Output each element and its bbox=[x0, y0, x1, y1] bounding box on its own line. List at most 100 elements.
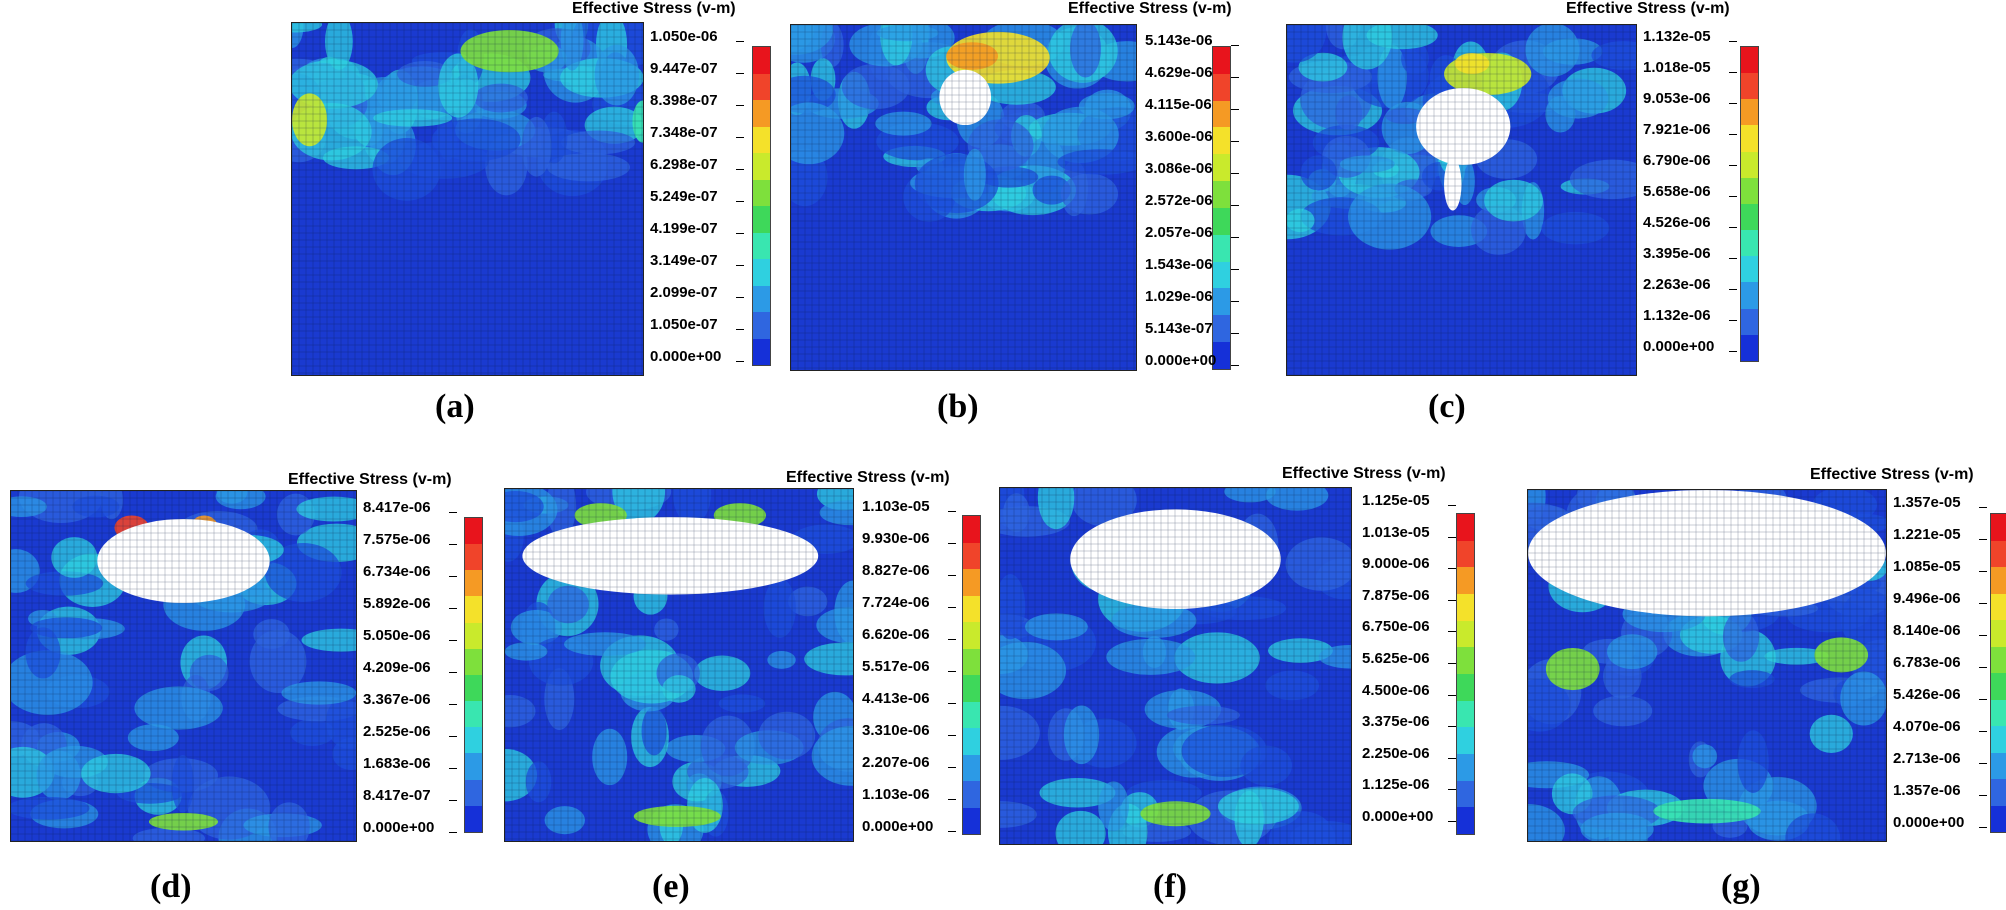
stress-blob bbox=[1055, 810, 1106, 844]
stress-hotspot bbox=[1545, 647, 1600, 691]
color-bar-tick-label: 3.367e-06 bbox=[363, 691, 431, 708]
stress-blob bbox=[1580, 812, 1654, 841]
color-bar-tick-mark bbox=[948, 703, 956, 704]
color-bar-segment bbox=[963, 675, 980, 702]
stress-blob bbox=[594, 44, 639, 106]
color-bar-segment bbox=[1457, 727, 1474, 754]
color-bar-segment bbox=[1991, 646, 2006, 673]
color-bar-tick-mark bbox=[1979, 603, 1987, 604]
color-bar-tick-mark bbox=[1448, 821, 1456, 822]
stress-blob bbox=[1545, 95, 1576, 133]
contour-field bbox=[11, 491, 356, 841]
color-bar-segment bbox=[1457, 673, 1474, 701]
color-bar-segment bbox=[753, 179, 770, 206]
stress-blob bbox=[268, 802, 310, 841]
color-bar-tick-label: 0.000e+00 bbox=[363, 819, 435, 836]
mesh-grid bbox=[1287, 25, 1636, 375]
panel-title: Effective Stress (v-m) bbox=[786, 469, 950, 486]
color-bar-tick-label: 6.734e-06 bbox=[363, 563, 431, 580]
stress-contour-plot bbox=[999, 487, 1352, 845]
color-bar-tick-mark bbox=[449, 768, 457, 769]
color-bar-segment bbox=[753, 312, 770, 339]
stress-blob bbox=[1070, 25, 1102, 78]
color-bar-segment bbox=[963, 728, 980, 755]
color-bar-tick-mark bbox=[736, 73, 744, 74]
color-bar-tick-label: 6.783e-06 bbox=[1893, 654, 1961, 671]
stress-contour-plot bbox=[1286, 24, 1637, 376]
color-bar-tick-mark bbox=[449, 544, 457, 545]
color-bar-tick-mark bbox=[1448, 694, 1456, 696]
color-bar-tick-label: 5.625e-06 bbox=[1362, 650, 1430, 667]
stress-blob bbox=[1032, 175, 1071, 205]
failure-cavity bbox=[522, 517, 819, 595]
stress-blob bbox=[662, 675, 696, 703]
color-bar-segment bbox=[1991, 752, 2006, 779]
color-bar-tick-label: 0.000e+00 bbox=[1145, 352, 1217, 369]
stress-contour-plot bbox=[10, 490, 357, 842]
color-bar-tick-mark bbox=[1448, 536, 1456, 538]
color-bar-segment bbox=[1741, 177, 1758, 204]
color-bar-segment bbox=[1741, 203, 1758, 231]
color-bar-segment bbox=[1213, 207, 1230, 235]
stress-blob bbox=[505, 642, 548, 661]
color-bar-segment bbox=[753, 73, 770, 100]
color-bar-tick-label: 7.921e-06 bbox=[1643, 121, 1711, 138]
stress-blob bbox=[1300, 155, 1337, 191]
color-bar-tick-mark bbox=[1231, 237, 1239, 238]
color-bar-segment bbox=[963, 569, 980, 596]
color-bar-tick-mark bbox=[1979, 731, 1987, 732]
color-bar-tick-label: 1.029e-06 bbox=[1145, 288, 1213, 305]
stress-blob bbox=[1063, 705, 1100, 765]
stress-blob bbox=[1025, 613, 1088, 641]
stress-blob bbox=[325, 694, 356, 749]
color-bar-tick-label: 1.050e-06 bbox=[650, 28, 718, 45]
color-bar-tick-mark bbox=[948, 607, 956, 608]
stress-blob bbox=[1569, 159, 1636, 200]
color-bar-segment bbox=[465, 674, 482, 702]
stress-blob bbox=[1078, 93, 1135, 120]
color-bar-tick-mark bbox=[948, 511, 956, 512]
color-bar-tick-label: 1.125e-06 bbox=[1362, 776, 1430, 794]
color-bar-tick-label: 9.053e-06 bbox=[1643, 90, 1711, 107]
color-bar-segment bbox=[465, 753, 482, 780]
mesh-grid bbox=[11, 491, 356, 841]
panel-label: (g) bbox=[1721, 868, 1761, 905]
color-bar-segment bbox=[1741, 282, 1758, 309]
panel-title: Effective Stress (v-m) bbox=[1282, 465, 1446, 482]
stress-blob bbox=[914, 153, 999, 214]
stress-blob bbox=[791, 102, 845, 165]
color-bar-tick-label: 8.398e-07 bbox=[650, 92, 718, 109]
mesh-grid bbox=[791, 25, 1136, 370]
stress-blob bbox=[1764, 647, 1830, 665]
stress-contour-plot bbox=[1527, 489, 1887, 842]
color-bar-tick-label: 1.132e-05 bbox=[1643, 28, 1711, 45]
color-bar-tick-mark bbox=[948, 543, 956, 544]
color-bar-tick-mark bbox=[1448, 789, 1456, 791]
panel-title: Effective Stress (v-m) bbox=[1068, 0, 1232, 17]
color-bar-tick-label: 4.070e-06 bbox=[1893, 718, 1961, 735]
color-bar-segment bbox=[753, 153, 770, 180]
stress-blob bbox=[525, 761, 552, 803]
color-bar-tick-label: 9.930e-06 bbox=[862, 530, 930, 547]
stress-blob bbox=[1098, 781, 1129, 832]
color-bar-tick-mark bbox=[736, 329, 744, 330]
color-bar-segment bbox=[1991, 567, 2006, 594]
stress-hotspot bbox=[633, 805, 721, 827]
color-bar-tick-mark bbox=[1448, 726, 1456, 728]
color-bar-segment bbox=[1457, 593, 1474, 621]
color-bar bbox=[1990, 513, 2006, 833]
stress-contour-plot bbox=[790, 24, 1137, 371]
color-bar-tick-label: 2.057e-06 bbox=[1145, 224, 1213, 241]
stress-blob bbox=[1809, 714, 1853, 753]
color-bar-tick-mark bbox=[736, 297, 744, 298]
color-bar-segment bbox=[1457, 647, 1474, 674]
color-bar-tick-label: 3.310e-06 bbox=[862, 722, 930, 739]
stress-blob bbox=[171, 755, 194, 813]
color-bar-tick-mark bbox=[1231, 141, 1239, 142]
contour-field bbox=[1287, 25, 1636, 375]
color-bar-tick-label: 6.750e-06 bbox=[1362, 618, 1430, 636]
stress-blob bbox=[1591, 41, 1636, 70]
color-bar-tick-label: 8.140e-06 bbox=[1893, 622, 1961, 639]
color-bar-segment bbox=[1741, 256, 1758, 283]
color-bar-segment bbox=[1457, 700, 1474, 728]
